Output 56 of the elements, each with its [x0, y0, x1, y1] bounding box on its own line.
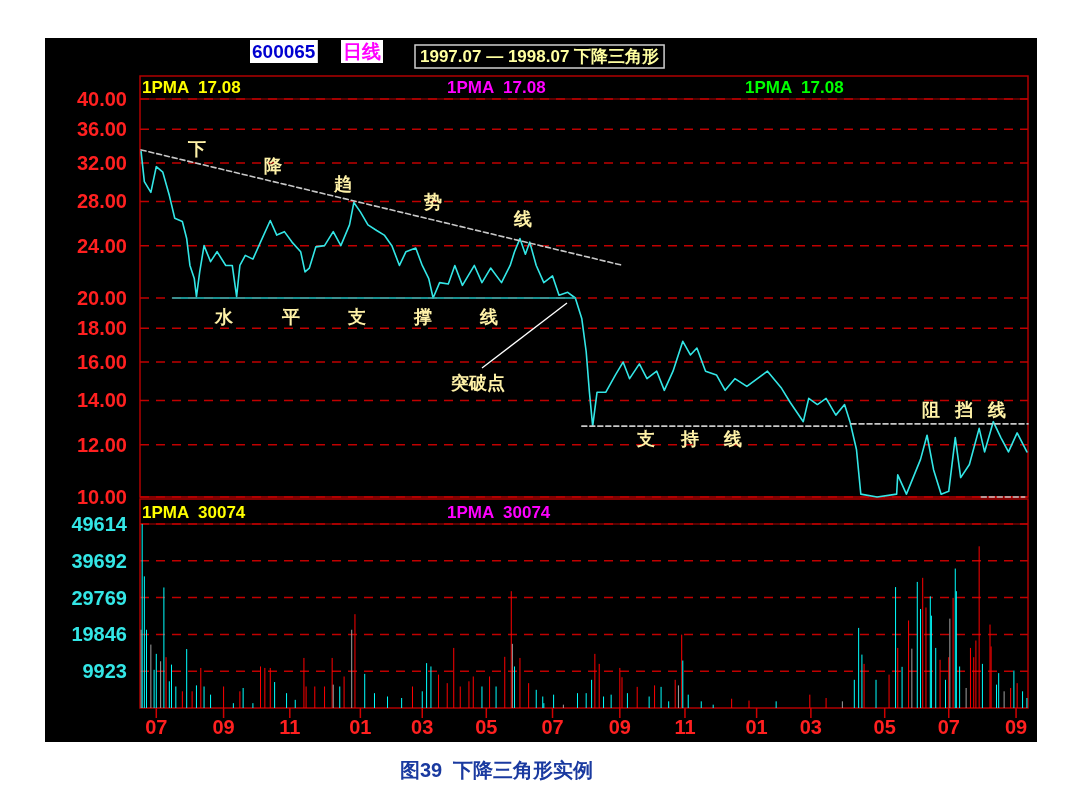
- y-tick-label: 10.00: [76, 486, 127, 508]
- y-tick-label: 14.00: [76, 389, 127, 412]
- y-tick-label: 24.00: [76, 234, 127, 257]
- text: 1PMA 17.08: [745, 78, 844, 97]
- y-tick-label: 16.00: [76, 351, 127, 374]
- x-tick-label: 09: [608, 716, 631, 738]
- y-tick-label: 40.00: [76, 88, 127, 110]
- annotation: 降: [264, 156, 283, 176]
- annotation: 撑: [413, 307, 432, 327]
- annotation: 阻: [922, 400, 940, 420]
- y-tick-label: 19846: [71, 623, 127, 646]
- y-tick-label: 29769: [71, 586, 127, 609]
- text: 1PMA 17.08: [142, 78, 241, 97]
- text: 1PMA 17.08: [447, 78, 546, 97]
- x-tick-label: 01: [349, 716, 372, 738]
- annotation: 持: [680, 429, 699, 449]
- y-tick-label: 32.00: [76, 152, 127, 175]
- caption: 图39 下降三角形实例: [400, 759, 594, 781]
- annotation: 趋: [333, 174, 352, 194]
- x-tick-label: 07: [145, 716, 168, 738]
- x-tick-label: 03: [799, 716, 823, 738]
- x-tick-label: 01: [745, 716, 768, 738]
- y-tick-label: 18.00: [76, 317, 127, 340]
- y-tick-label: 9923: [82, 660, 127, 683]
- annotation: 支: [636, 429, 655, 449]
- y-tick-label: 36.00: [76, 118, 127, 141]
- x-tick-label: 07: [541, 716, 564, 738]
- y-tick-label: 39692: [71, 549, 127, 572]
- text: 日线: [343, 41, 381, 62]
- text: 1PMA 30074: [142, 503, 246, 522]
- annotation: 挡: [954, 400, 973, 420]
- x-tick-label: 11: [279, 716, 301, 738]
- annotation: 线: [987, 400, 1006, 420]
- annotation: 线: [513, 209, 532, 229]
- y-tick-label: 12.00: [76, 433, 127, 456]
- annotation: 水: [214, 307, 234, 327]
- annotation: 平: [281, 307, 300, 327]
- annotation: 势: [423, 192, 442, 212]
- annotation: 下: [187, 139, 206, 159]
- annotation: 突破点: [450, 373, 505, 393]
- x-tick-label: 07: [937, 716, 960, 738]
- text: 600065: [252, 41, 316, 62]
- x-tick-label: 05: [873, 716, 896, 738]
- text: 1PMA 30074: [447, 503, 551, 522]
- annotation: 线: [723, 429, 742, 449]
- x-tick-label: 09: [1004, 716, 1028, 738]
- x-tick-label: 09: [212, 716, 235, 738]
- y-tick-label: 28.00: [76, 190, 127, 213]
- y-tick-label: 20.00: [76, 287, 127, 309]
- chart-title: 1997.07 — 1998.07 下降三角形: [420, 47, 660, 66]
- annotation: 支: [347, 307, 366, 327]
- x-tick-label: 05: [475, 716, 498, 738]
- annotation: 线: [479, 307, 498, 327]
- y-tick-label: 49614: [71, 513, 128, 535]
- x-tick-label: 11: [674, 716, 696, 738]
- x-tick-label: 03: [411, 716, 434, 738]
